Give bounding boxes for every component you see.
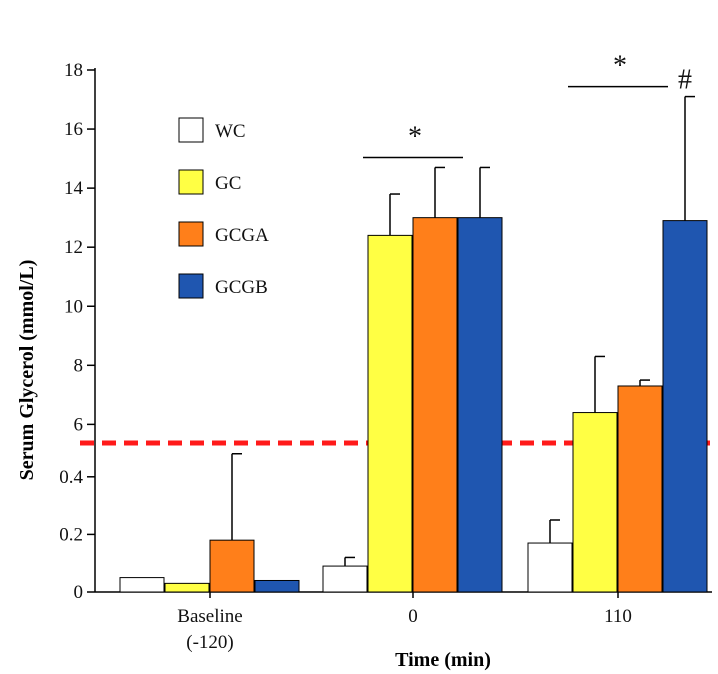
legend-swatch (178, 169, 204, 195)
y-tick-label: 0.2 (59, 524, 83, 545)
bar (572, 412, 618, 593)
y-tick-label: 12 (64, 237, 83, 258)
y-tick-label: 16 (64, 119, 83, 140)
significance-hash: # (678, 65, 692, 96)
y-tick-label: 6 (74, 414, 84, 435)
bar (209, 539, 255, 593)
x-tick-label: 0 (408, 606, 418, 627)
legend-swatch (178, 117, 204, 143)
legend-swatch (178, 273, 204, 299)
bar (119, 577, 165, 593)
legend: WC GC GCGA GCGB (178, 117, 269, 299)
legend-swatch (178, 221, 204, 247)
x-tick-label: Baseline (177, 606, 242, 627)
significance-star: * (613, 51, 627, 82)
bar (527, 542, 573, 593)
legend-label: GCGB (215, 277, 268, 298)
x-tick-label-line2: (-120) (186, 632, 233, 653)
legend-label: GCGA (215, 225, 269, 246)
bar (412, 217, 458, 593)
bars-layer (119, 95, 708, 593)
bar (164, 582, 210, 593)
y-tick-label: 0 (74, 582, 84, 603)
legend-label: GC (215, 173, 241, 194)
x-tick-label: 110 (604, 606, 632, 627)
x-axis-title: Time (min) (395, 649, 491, 671)
y-tick-label: 8 (74, 355, 84, 376)
y-tick-label: 0.4 (59, 467, 83, 488)
bar (662, 220, 708, 593)
significance-star: * (408, 121, 422, 152)
bar (322, 565, 368, 593)
bar (457, 217, 503, 593)
bar (254, 579, 300, 593)
annotations-layer: * * # (363, 51, 692, 159)
bar (367, 234, 413, 593)
bar (617, 385, 663, 593)
y-tick-label: 14 (64, 178, 84, 199)
y-tick-label: 18 (64, 60, 83, 81)
y-axis-title: Serum Glycerol (mmol/L) (16, 260, 38, 481)
y-tick-label: 10 (64, 296, 83, 317)
legend-label: WC (215, 121, 246, 142)
